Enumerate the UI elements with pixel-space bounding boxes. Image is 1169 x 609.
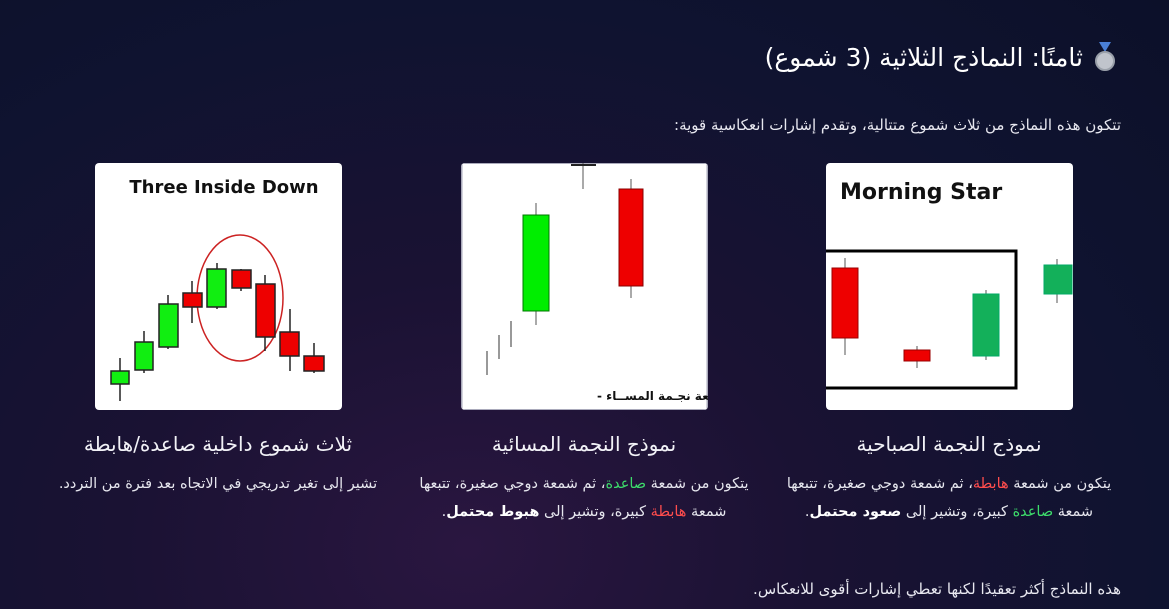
description-segment: صاعدة (1012, 504, 1054, 520)
card-description: يتكون من شمعة صاعدة، ثم شمعة دوجي صغيرة،… (409, 470, 759, 526)
medal-icon (1095, 42, 1115, 71)
section-title: ثامنًا: النماذج الثلاثية (3 شموع) (765, 42, 1117, 72)
description-segment: يتكون من شمعة (646, 476, 749, 492)
description-segment: كبيرة، وتشير إلى (539, 504, 651, 520)
title-text: ثامنًا: النماذج الثلاثية (3 شموع) (764, 42, 1083, 72)
image-text: Three Inside Down (129, 177, 318, 198)
description-segment: تشير إلى تغير تدريجي في الاتجاه بعد فترة… (58, 476, 378, 492)
description-segment: . (804, 504, 810, 520)
card-title: ثلاث شموع داخلية صاعدة/هابطة (83, 432, 353, 456)
description-segment: هبوط محتمل (446, 504, 540, 520)
description-segment: صعود محتمل (809, 504, 902, 520)
card: Morning Star نموذج النجمة الصباحية يتكون… (774, 163, 1124, 526)
card: شمعة نجـمة المســاء - نموذج النجمة المسا… (409, 163, 759, 526)
description-segment: . (441, 504, 447, 520)
description-segment: ، ثم شمعة دوجي صغيرة، تتبعها شمعة (786, 476, 1094, 520)
image-text: Morning Star (840, 180, 1002, 205)
description-segment: هابطة (650, 504, 687, 520)
card: Three Inside Down ثلاث شموع داخلية صاعدة… (43, 163, 393, 498)
intro-text: تتكون هذه النماذج من ثلاث شموع متتالية، … (674, 116, 1121, 134)
card-title: نموذج النجمة المسائية (491, 432, 677, 456)
description-segment: كبيرة، وتشير إلى (901, 504, 1013, 520)
card-image: Three Inside Down (94, 163, 342, 410)
description-segment: ، ثم شمعة دوجي صغيرة، تتبعها شمعة (419, 476, 727, 520)
description-segment: هابطة (972, 476, 1009, 492)
card-image: شمعة نجـمة المســاء - (460, 163, 708, 410)
description-segment: يتكون من شمعة (1008, 476, 1112, 492)
image-text: شمعة نجـمة المســاء - (597, 389, 708, 403)
card-description: يتكون من شمعة هابطة، ثم شمعة دوجي صغيرة،… (774, 470, 1124, 526)
footer-text: هذه النماذج أكثر تعقيدًا لكنها تعطي إشار… (753, 580, 1121, 598)
card-image: Morning Star (825, 163, 1073, 410)
card-title: نموذج النجمة الصباحية (856, 432, 1042, 456)
card-description: تشير إلى تغير تدريجي في الاتجاه بعد فترة… (43, 470, 393, 498)
description-segment: صاعدة (605, 476, 647, 492)
